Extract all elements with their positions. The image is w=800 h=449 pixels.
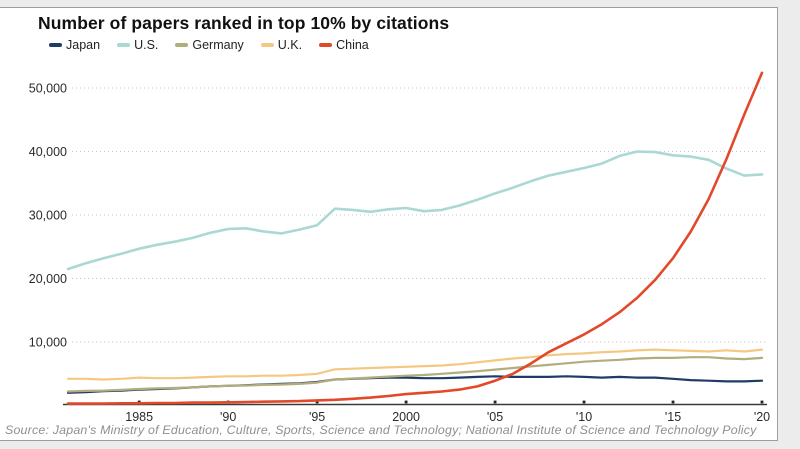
y-gridlines <box>72 87 768 343</box>
legend-item-germany: Germany <box>175 38 244 52</box>
legend-swatch-icon <box>260 43 274 47</box>
chart-title: Number of papers ranked in top 10% by ci… <box>38 13 450 33</box>
chart-card <box>0 7 778 441</box>
svg-text:'90: '90 <box>220 410 236 424</box>
svg-text:40,000: 40,000 <box>29 145 67 159</box>
y-axis-labels: 10,000 20,000 30,000 40,000 50,000 <box>29 81 67 349</box>
svg-text:10,000: 10,000 <box>29 335 67 349</box>
svg-text:'20: '20 <box>754 410 770 424</box>
legend-item-us: U.S. <box>117 38 158 52</box>
series-line-germany <box>66 356 764 393</box>
svg-text:'05: '05 <box>487 410 503 424</box>
svg-text:'95: '95 <box>309 410 325 424</box>
legend-swatch-icon <box>49 43 62 47</box>
legend-item-uk: U.K. <box>260 38 303 52</box>
legend-item-china: China <box>319 38 369 52</box>
svg-text:'10: '10 <box>576 410 592 424</box>
source-note: Source: Japan's Ministry of Education, C… <box>5 423 757 437</box>
legend-swatch-icon <box>117 43 131 47</box>
legend-item-japan: Japan <box>49 38 100 52</box>
legend-label: Germany <box>192 38 244 52</box>
svg-text:50,000: 50,000 <box>29 81 67 95</box>
svg-text:1985: 1985 <box>125 410 153 424</box>
legend-label: China <box>336 38 369 52</box>
legend-label: U.K. <box>277 38 303 52</box>
svg-text:2000: 2000 <box>392 410 420 424</box>
svg-text:'15: '15 <box>665 410 681 424</box>
legend-swatch-icon <box>319 43 333 47</box>
series-line-us <box>66 150 764 271</box>
series-line-china <box>66 71 764 405</box>
chart-legend: Japan U.S. Germany U.K. China <box>49 38 369 52</box>
legend-swatch-icon <box>175 43 189 47</box>
x-axis <box>63 400 767 406</box>
svg-text:30,000: 30,000 <box>29 208 67 222</box>
legend-label: U.S. <box>134 38 159 52</box>
series-line-uk <box>66 348 764 381</box>
legend-label: Japan <box>66 38 101 52</box>
svg-text:20,000: 20,000 <box>29 272 67 286</box>
x-axis-labels: 1985 '90 '95 2000 '05 '10 '15 '20 <box>125 410 770 424</box>
series-lines <box>66 71 764 405</box>
